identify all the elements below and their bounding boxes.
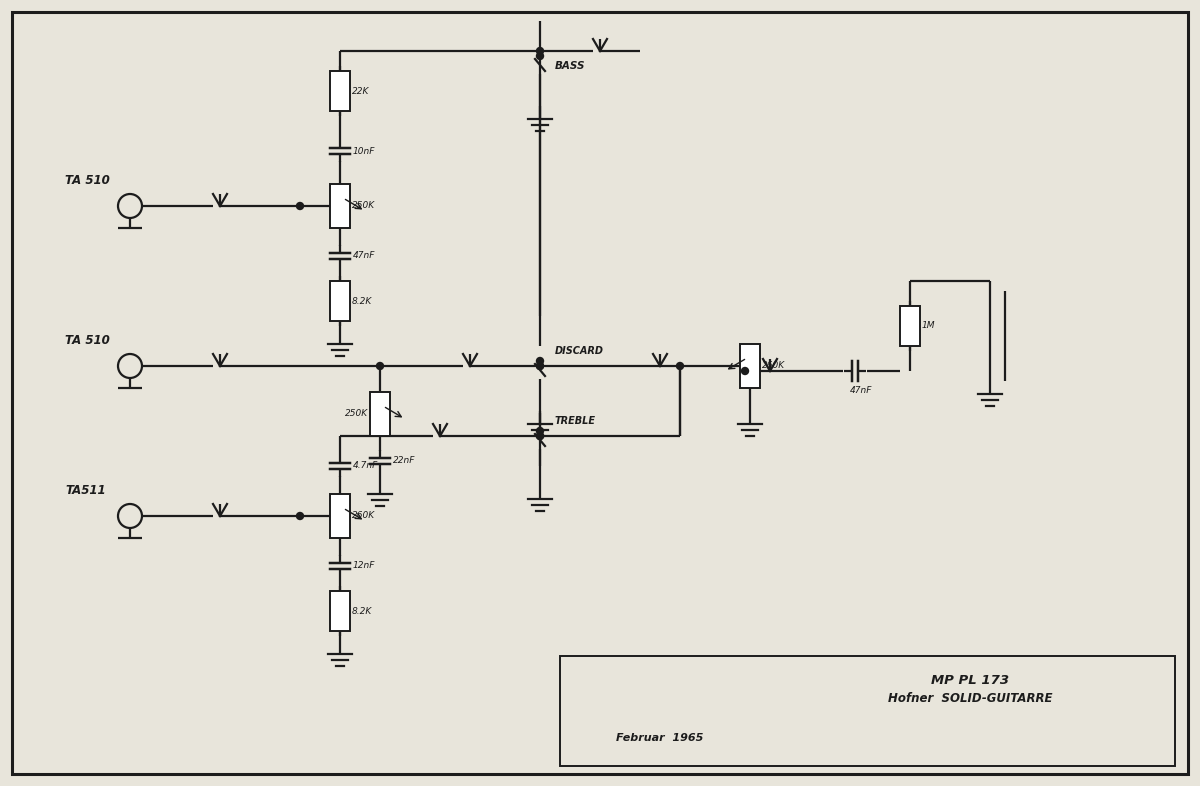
Text: 1M: 1M [922,321,936,330]
Text: TA 510: TA 510 [65,174,109,188]
Bar [330,494,350,538]
Circle shape [296,203,304,210]
Bar [900,306,920,346]
Text: 10nF: 10nF [353,146,376,156]
Bar [330,281,350,321]
Circle shape [536,362,544,369]
Bar [330,591,350,631]
Circle shape [536,428,544,435]
Bar [330,184,350,228]
Text: 250K: 250K [352,201,376,211]
Text: 47nF: 47nF [850,387,872,395]
Text: 260K: 260K [762,362,785,370]
Text: 22nF: 22nF [394,457,415,465]
Circle shape [677,362,684,369]
Bar [370,392,390,436]
Text: 4.7nF: 4.7nF [353,461,378,471]
Text: TREBLE: TREBLE [554,416,596,426]
Circle shape [536,432,544,439]
Text: MP PL 173: MP PL 173 [931,674,1009,688]
Bar [330,71,350,111]
Circle shape [536,47,544,54]
Text: 260K: 260K [352,512,376,520]
Text: TA 510: TA 510 [65,335,109,347]
Circle shape [536,432,544,439]
Text: Februar  1965: Februar 1965 [617,733,703,743]
Text: 12nF: 12nF [353,561,376,571]
Text: 47nF: 47nF [353,252,376,260]
Text: 8.2K: 8.2K [352,296,372,306]
Circle shape [536,53,544,60]
Bar [560,656,1175,766]
Text: TA511: TA511 [65,484,106,498]
Text: 8.2K: 8.2K [352,607,372,615]
Text: 250K: 250K [346,410,368,418]
Circle shape [377,362,384,369]
Circle shape [536,362,544,369]
Text: BASS: BASS [554,61,586,71]
Circle shape [742,368,749,374]
Text: Hofner  SOLID-GUITARRE: Hofner SOLID-GUITARRE [888,692,1052,706]
Text: DISCARD: DISCARD [554,346,604,356]
Text: 22K: 22K [352,86,370,96]
Bar [740,344,760,388]
Circle shape [296,512,304,520]
Circle shape [536,358,544,365]
